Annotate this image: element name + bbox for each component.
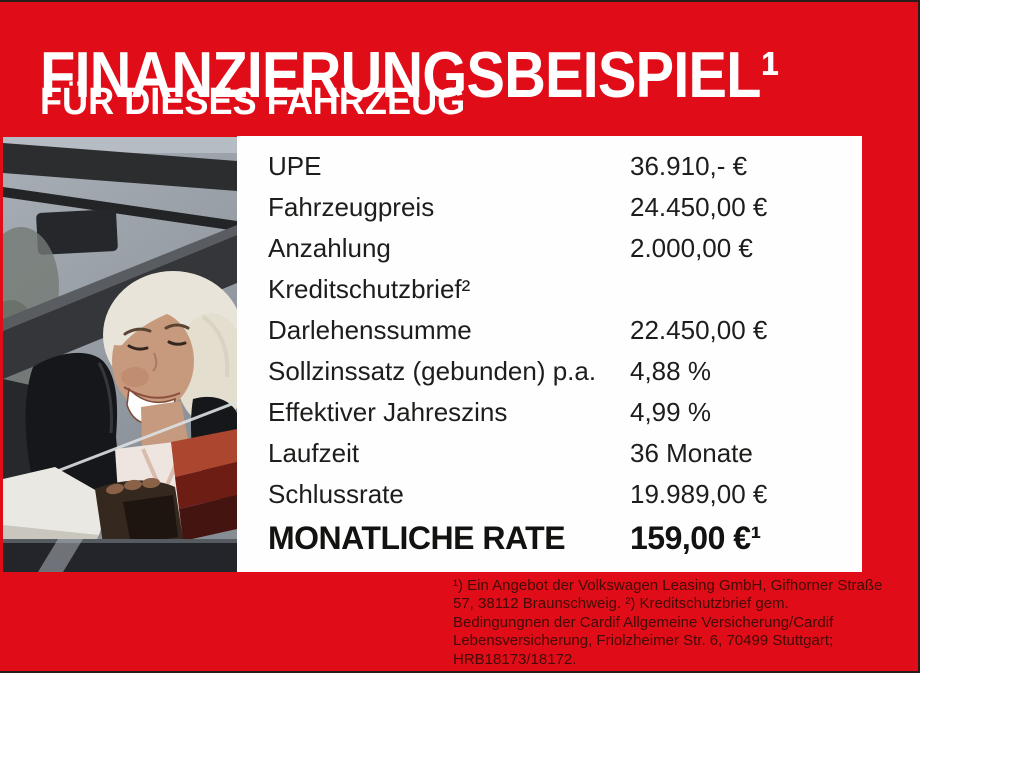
row-value: 24.450,00 €: [630, 192, 768, 222]
headline-line2: FÜR DIESES FAHRZEUG: [40, 81, 466, 123]
red-banner: FINANZIERUNGSBEISPIEL¹ FÜR DIESES FAHRZE…: [0, 0, 920, 673]
row-label: Darlehenssumme: [268, 315, 472, 345]
table-row: Schlussrate 19.989,00 €: [268, 474, 862, 515]
table-row: Kreditschutzbrief²: [268, 269, 862, 310]
row-label: Anzahlung: [268, 233, 391, 263]
woman-in-car-photo: [3, 137, 237, 572]
row-value: 22.450,00 €: [630, 315, 768, 345]
monthly-rate-value: 159,00 €¹: [630, 520, 761, 556]
table-row: Fahrzeugpreis 24.450,00 €: [268, 187, 862, 228]
row-label: Schlussrate: [268, 479, 404, 509]
row-label: Sollzinssatz (gebunden) p.a.: [268, 356, 597, 386]
monthly-rate-row: MONATLICHE RATE 159,00 €¹: [268, 515, 862, 562]
row-label: Fahrzeugpreis: [268, 192, 435, 222]
row-label: Laufzeit: [268, 438, 360, 468]
row-label: Effektiver Jahreszins: [268, 397, 508, 427]
monthly-rate-label: MONATLICHE RATE: [268, 520, 566, 556]
table-row: Effektiver Jahreszins 4,99 %: [268, 392, 862, 433]
table-row: Anzahlung 2.000,00 €: [268, 228, 862, 269]
table-row: UPE 36.910,- €: [268, 146, 862, 187]
car-photo-illustration: [3, 137, 237, 572]
row-label: Kreditschutzbrief²: [268, 274, 471, 304]
table-row: Laufzeit 36 Monate: [268, 433, 862, 474]
table-row: Darlehenssumme 22.450,00 €: [268, 310, 862, 351]
finance-panel: UPE 36.910,- € Fahrzeugpreis 24.450,00 €…: [237, 136, 862, 572]
table-row: Sollzinssatz (gebunden) p.a. 4,88 %: [268, 351, 862, 392]
row-value: 4,88 %: [630, 356, 711, 386]
row-label: UPE: [268, 151, 322, 181]
row-value: 36 Monate: [630, 438, 753, 468]
row-value: 19.989,00 €: [630, 479, 768, 509]
row-value: 2.000,00 €: [630, 233, 753, 263]
row-value: 36.910,- €: [630, 151, 748, 181]
headline-line1: FINANZIERUNGSBEISPIEL¹: [40, 38, 780, 111]
row-value: 4,99 %: [630, 397, 711, 427]
legal-footnote: ¹) Ein Angebot der Volkswagen Leasing Gm…: [453, 577, 883, 668]
